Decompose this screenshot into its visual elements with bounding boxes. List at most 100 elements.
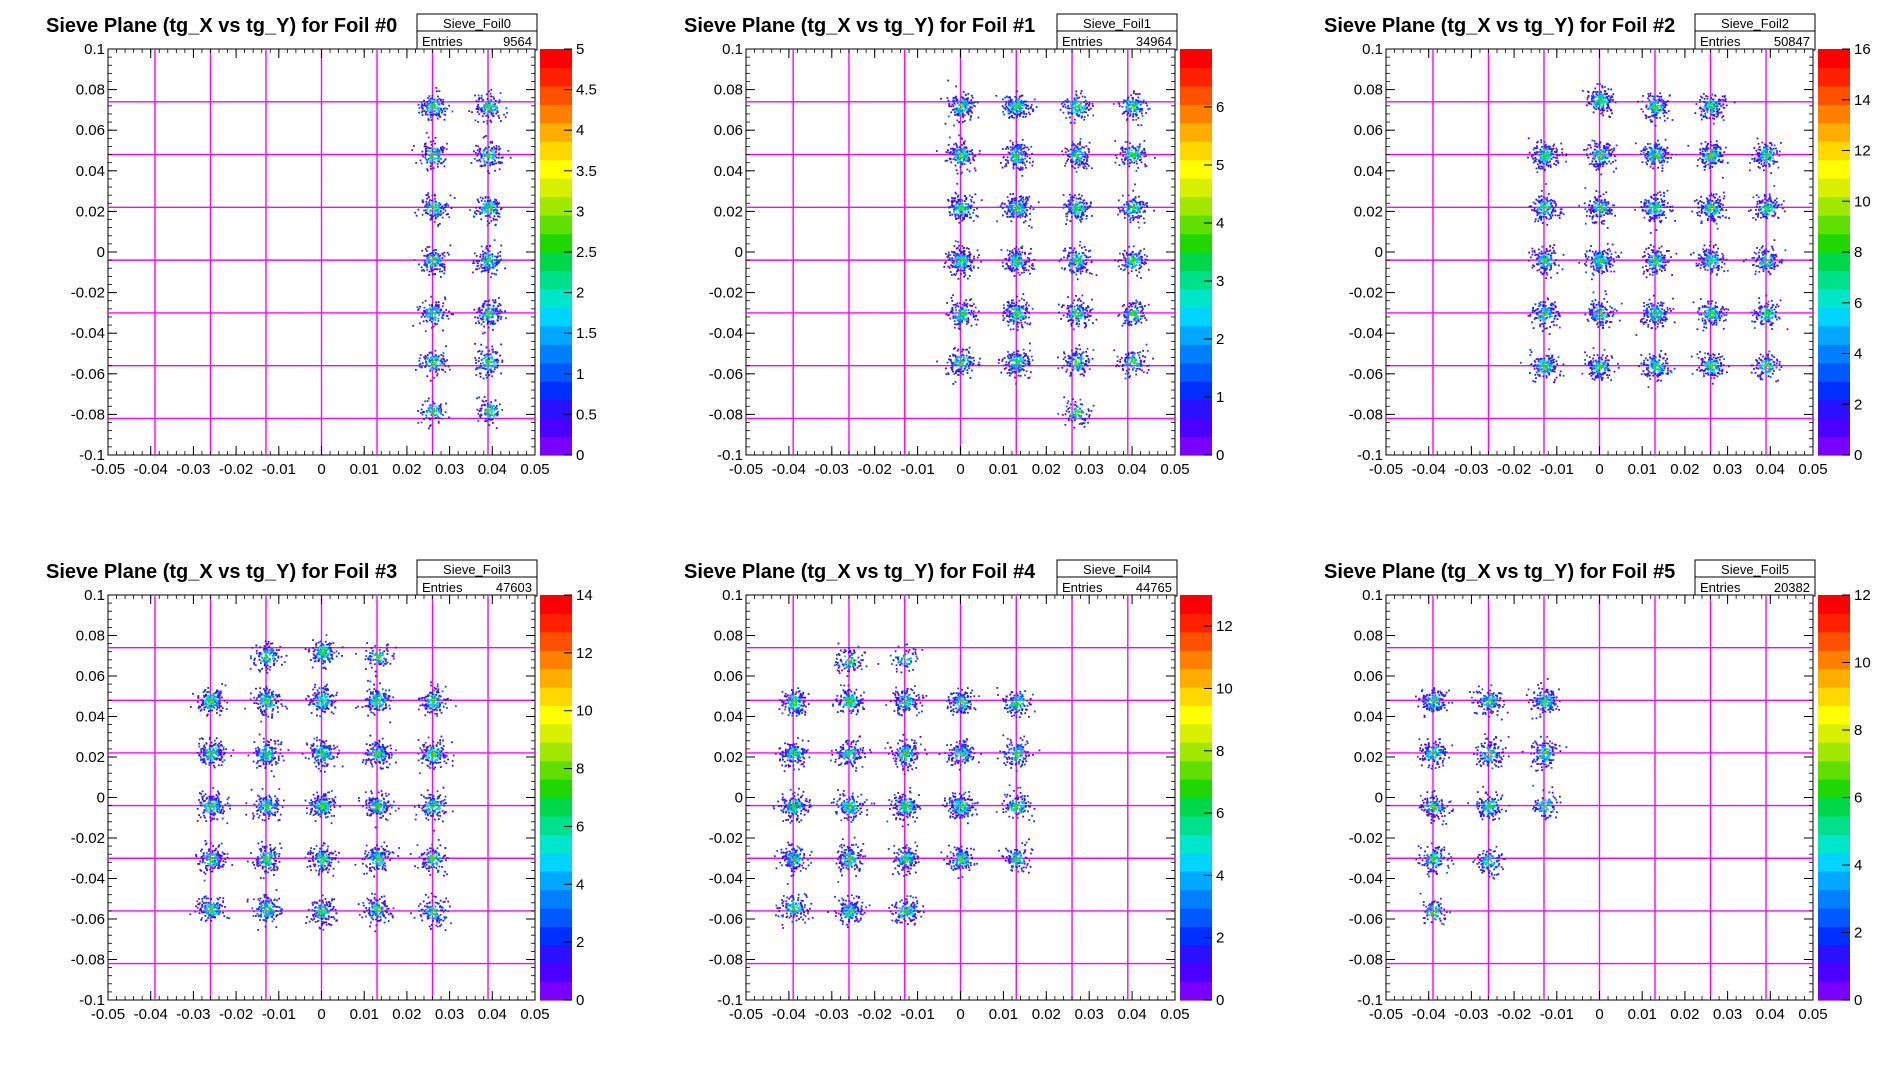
data-point [1080,198,1082,200]
data-point [1083,152,1085,154]
data-point [967,322,969,324]
data-point [1139,264,1141,266]
data-point [494,209,496,211]
z-tick-label: 4.5 [576,82,597,99]
data-point [443,252,445,254]
data-point [1133,102,1135,104]
data-point [1033,208,1035,210]
data-point [424,358,426,360]
data-point [1079,210,1081,212]
data-point [1068,200,1070,202]
data-point [444,204,446,206]
data-point [487,120,489,122]
data-point [972,157,974,159]
data-point [483,158,485,160]
data-point [1070,149,1072,151]
data-point [1018,200,1020,202]
data-point [956,120,958,122]
data-point [426,132,428,134]
data-point [422,156,424,158]
data-point [486,359,488,361]
data-point [1078,253,1080,255]
data-point [432,259,434,261]
data-point [1008,113,1010,115]
data-point [1127,106,1129,108]
data-point [486,123,488,125]
data-point [494,170,496,172]
data-point [1074,119,1076,121]
data-point [969,119,971,121]
data-point [1126,206,1128,208]
data-point [1141,161,1143,163]
data-point [1002,148,1004,150]
data-point [964,156,966,158]
data-point [439,151,441,153]
data-point [425,300,427,302]
data-point [1085,249,1087,251]
data-point [487,224,489,226]
data-point [1064,104,1066,106]
data-point [971,110,973,112]
y-tick-label: 0.1 [84,41,105,58]
x-tick-label: 0.03 [435,461,464,478]
data-point [432,318,434,320]
data-point [434,99,436,101]
data-point [1012,193,1014,195]
data-point [1026,209,1028,211]
data-point [434,143,436,145]
data-point [483,364,485,366]
data-point [434,104,436,106]
data-point [1078,212,1080,214]
data-point [442,305,444,307]
data-point [481,404,483,406]
data-point [977,267,979,269]
data-point [1081,163,1083,165]
data-point [971,201,973,203]
data-point [1010,156,1012,158]
data-point [1019,251,1021,253]
data-point [425,201,427,203]
data-point [1091,273,1093,275]
data-point [436,323,438,325]
data-point [1020,319,1022,321]
data-point [434,253,436,255]
color-bar-segment [540,307,572,326]
data-point [489,264,491,266]
data-point [1074,161,1076,163]
y-tick-label: 0.02 [76,203,105,220]
data-point [961,220,963,222]
data-point [485,259,487,261]
data-point [475,268,477,270]
data-point [1135,269,1137,271]
data-point [1029,208,1031,210]
data-point [492,419,494,421]
data-point [491,273,493,275]
data-point [482,115,484,117]
data-point [1125,141,1127,143]
data-point [486,93,488,95]
data-point [1080,138,1082,140]
data-point [497,110,499,112]
data-point [476,210,478,212]
data-point [1075,251,1077,253]
data-point [483,305,485,307]
data-point [426,417,428,419]
data-point [1078,157,1080,159]
data-point [1016,141,1018,143]
data-point [1135,104,1137,106]
data-point [484,109,486,111]
data-point [1074,112,1076,114]
data-point [960,173,962,175]
data-point [1015,255,1017,257]
data-point [954,264,956,266]
data-point [422,362,424,364]
data-point [484,301,486,303]
data-point [1077,209,1079,211]
data-point [479,315,481,317]
data-point [968,207,970,209]
data-point [1085,255,1087,257]
data-point [1012,264,1014,266]
data-point [1020,110,1022,112]
data-point [1072,104,1074,106]
